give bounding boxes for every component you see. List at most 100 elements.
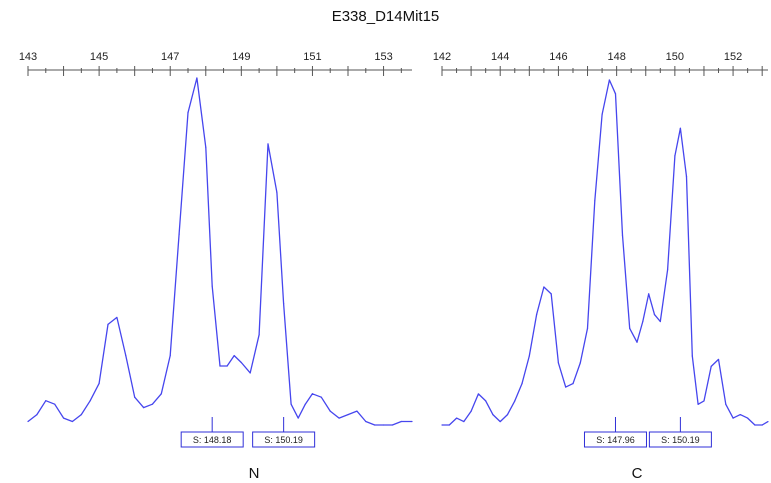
tick-label: 144 (491, 51, 509, 63)
data-point (347, 413, 349, 416)
panel-label: C (632, 465, 643, 482)
data-point (356, 410, 358, 412)
data-point (169, 355, 171, 357)
data-point (653, 314, 656, 316)
data-point (767, 420, 769, 423)
data-point (400, 420, 402, 423)
data-point (679, 127, 681, 129)
peak-call-label: S: 150.19 (661, 435, 700, 445)
data-point (455, 417, 458, 419)
data-point (219, 365, 221, 367)
data-point (276, 191, 278, 194)
data-point (205, 146, 207, 148)
trace-line (442, 79, 769, 426)
data-point (557, 362, 560, 364)
data-point (717, 358, 720, 361)
data-point (685, 176, 688, 178)
data-point (586, 327, 589, 329)
data-point (506, 414, 509, 416)
data-point (739, 414, 741, 416)
tick-label: 153 (374, 51, 392, 63)
data-point (703, 400, 705, 402)
data-point (550, 293, 552, 295)
data-point (258, 334, 260, 336)
data-point (211, 285, 213, 287)
tick-label: 150 (666, 51, 684, 63)
data-point (674, 155, 676, 157)
data-point (151, 403, 154, 405)
data-point (648, 293, 650, 295)
tick-label: 145 (90, 51, 108, 63)
data-point (297, 417, 299, 419)
data-point (329, 410, 331, 412)
data-point (240, 361, 242, 364)
peak-call-box (583, 431, 647, 448)
data-point (98, 382, 100, 384)
peak-call-label: S: 147.96 (596, 435, 635, 445)
data-point (267, 143, 269, 145)
data-point (249, 372, 251, 374)
data-point (659, 320, 661, 323)
data-point (601, 113, 603, 116)
data-point (374, 424, 376, 426)
data-point (697, 403, 699, 405)
data-point (391, 424, 394, 426)
data-point (666, 269, 669, 271)
data-point (761, 424, 763, 426)
data-point (463, 420, 465, 423)
data-point (608, 79, 610, 81)
data-point (629, 327, 631, 329)
data-point (365, 420, 367, 423)
peak-call-box (180, 431, 244, 448)
data-point (470, 410, 472, 412)
data-point (754, 424, 756, 426)
trace-line (27, 77, 412, 426)
data-point (710, 365, 712, 367)
data-point (499, 420, 501, 423)
data-point (441, 424, 443, 426)
data-point (535, 314, 538, 316)
data-point (80, 413, 82, 416)
data-point (283, 302, 285, 305)
data-point (528, 355, 530, 357)
data-point (725, 403, 727, 405)
data-point (160, 393, 162, 395)
data-point (125, 355, 127, 357)
tick-label: 142 (433, 51, 451, 63)
data-point (514, 400, 516, 402)
tick-label: 143 (19, 51, 37, 63)
data-point (636, 341, 638, 343)
tick-label: 148 (607, 51, 625, 63)
data-point (747, 417, 749, 419)
data-point (691, 355, 693, 357)
peak-call-box (252, 431, 316, 448)
panel-n: 143 145 147 149 151 153 S: 148.18 S: 150.19 N (19, 51, 413, 482)
peak-call-label: S: 150.19 (264, 435, 303, 445)
tick-label: 147 (161, 51, 179, 63)
chart-title: E338_D14Mit15 (331, 8, 440, 25)
data-point (36, 413, 38, 416)
panel-c: 142 144 146 148 150 152 S: 147.96 S: 150.19 C (433, 51, 769, 482)
panel-label: N (249, 465, 260, 482)
data-point (187, 112, 189, 114)
data-point (320, 396, 322, 398)
data-point (579, 362, 581, 364)
data-point (521, 383, 523, 385)
data-point (543, 286, 545, 288)
peak-call-label: S: 148.18 (193, 435, 232, 445)
data-point (411, 420, 413, 423)
data-point (71, 420, 74, 423)
data-point (290, 403, 292, 405)
data-point (116, 316, 118, 319)
data-point (492, 414, 494, 416)
data-point (89, 400, 91, 402)
data-point (565, 386, 567, 388)
tick-label: 151 (303, 51, 321, 63)
data-point (27, 420, 29, 423)
tick-label: 149 (232, 51, 250, 63)
data-point (196, 77, 198, 79)
data-point (233, 355, 235, 357)
data-point (477, 393, 479, 395)
data-point (107, 323, 109, 325)
data-point (621, 234, 624, 236)
